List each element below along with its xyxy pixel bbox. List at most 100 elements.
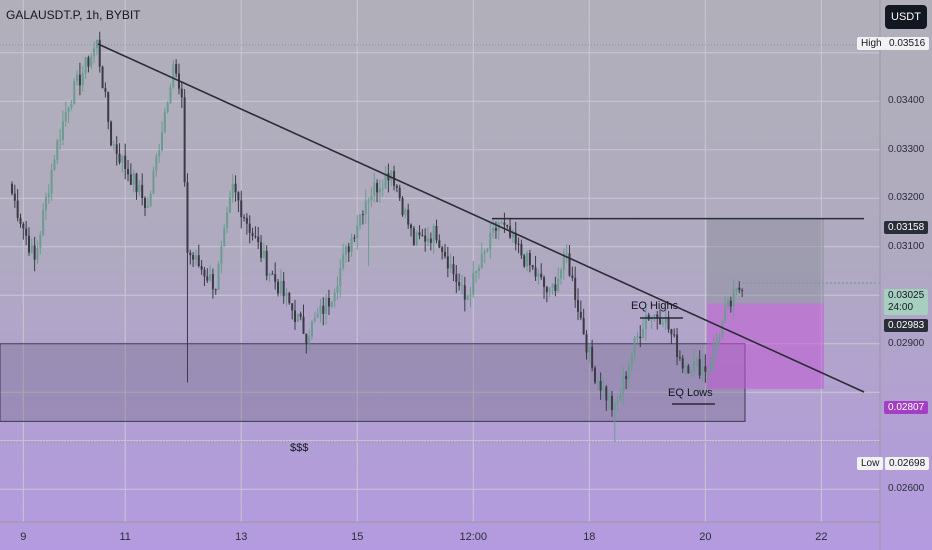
- candle-body: [84, 57, 87, 74]
- candle-body: [415, 232, 418, 246]
- candle-body: [197, 255, 200, 267]
- candle-body: [492, 227, 495, 233]
- candle-body: [602, 386, 605, 391]
- last-price-tag: 0.03025 24:00: [884, 289, 929, 315]
- candle-body: [146, 205, 149, 208]
- candle-body: [149, 193, 152, 206]
- candle-body: [132, 173, 135, 185]
- candle-body: [291, 303, 294, 311]
- candle-body: [194, 255, 197, 260]
- candle-body: [260, 242, 263, 258]
- candle-body: [695, 359, 698, 361]
- candle-body: [390, 171, 393, 181]
- last-price-value: 0.03025: [888, 290, 925, 301]
- candle-body: [577, 300, 579, 312]
- candle-body: [87, 57, 90, 67]
- candle-body: [356, 226, 359, 239]
- candle-body: [118, 153, 121, 163]
- candle-body: [593, 367, 596, 383]
- candle-body: [316, 313, 319, 318]
- candle-body: [684, 365, 687, 369]
- candle-body: [585, 334, 588, 353]
- candle-body: [325, 297, 328, 314]
- candle-body: [574, 277, 577, 301]
- candle-body: [469, 294, 472, 296]
- candle-body: [384, 173, 387, 189]
- candle-body: [53, 159, 56, 170]
- candle-body: [305, 333, 308, 344]
- candle-body: [701, 366, 704, 376]
- candle-body: [73, 81, 76, 105]
- candle-body: [673, 334, 676, 336]
- candle-body: [690, 372, 693, 374]
- low-label: Low: [857, 457, 884, 470]
- candle-body: [81, 73, 84, 86]
- candle-body: [460, 285, 463, 287]
- candle-body: [656, 314, 659, 318]
- candle-body: [234, 183, 237, 193]
- candle-body: [141, 184, 144, 199]
- candle-body: [245, 217, 248, 224]
- candle-body: [517, 243, 520, 245]
- time-tick-label: 15: [351, 531, 364, 543]
- candle-body: [296, 313, 299, 322]
- candle-body: [135, 173, 138, 193]
- candle-body: [381, 188, 384, 190]
- candle-body: [472, 272, 475, 295]
- candle-body: [169, 87, 172, 103]
- candle-body: [302, 316, 305, 334]
- candle-body: [104, 88, 107, 92]
- candle-body: [613, 403, 616, 410]
- candle-body: [718, 337, 721, 342]
- candle-body: [636, 336, 639, 339]
- candle-body: [511, 232, 514, 238]
- candle-body: [189, 252, 192, 256]
- candle-body: [217, 264, 220, 291]
- candle-body: [579, 311, 582, 318]
- candle-body: [599, 381, 602, 391]
- candle-body: [503, 222, 506, 225]
- candle-body: [647, 314, 650, 320]
- currency-button[interactable]: USDT: [885, 5, 927, 29]
- target-zone-box: [707, 218, 824, 304]
- time-tick-label: 12:00: [459, 531, 488, 543]
- candle-body: [534, 267, 537, 277]
- candle-body: [670, 329, 673, 335]
- candle-body: [124, 155, 127, 170]
- candle-body: [588, 346, 591, 353]
- candle-body: [70, 104, 73, 108]
- candle-body: [330, 301, 333, 307]
- candle-body: [115, 144, 118, 154]
- time-tick-label: 13: [235, 531, 248, 543]
- candle-body: [64, 112, 67, 122]
- candle-body: [308, 336, 311, 344]
- candle-body: [596, 381, 599, 383]
- candle-body: [568, 253, 571, 276]
- candle-body: [565, 253, 568, 255]
- candle-body: [47, 193, 50, 198]
- candle-body: [591, 346, 594, 368]
- candle-body: [144, 198, 147, 208]
- candle-body: [622, 376, 625, 395]
- candle-body: [50, 169, 53, 194]
- candle-body: [44, 197, 47, 211]
- candle-body: [76, 74, 79, 82]
- candle-body: [30, 245, 33, 253]
- candle-body: [693, 360, 696, 373]
- candle-body: [214, 289, 217, 291]
- candle-body: [294, 310, 296, 322]
- candle-body: [463, 285, 466, 300]
- candle-body: [231, 183, 234, 198]
- candle-body: [489, 232, 492, 250]
- candle-body: [359, 214, 362, 227]
- candle-body: [336, 285, 339, 293]
- price-tick-label: 0.03200: [888, 192, 925, 204]
- candle-body: [78, 74, 81, 86]
- liquidity-zone-box: [0, 343, 746, 422]
- candle-body: [27, 235, 30, 253]
- candle-body: [554, 284, 557, 292]
- candle-body: [704, 366, 707, 372]
- candle-body: [347, 246, 350, 253]
